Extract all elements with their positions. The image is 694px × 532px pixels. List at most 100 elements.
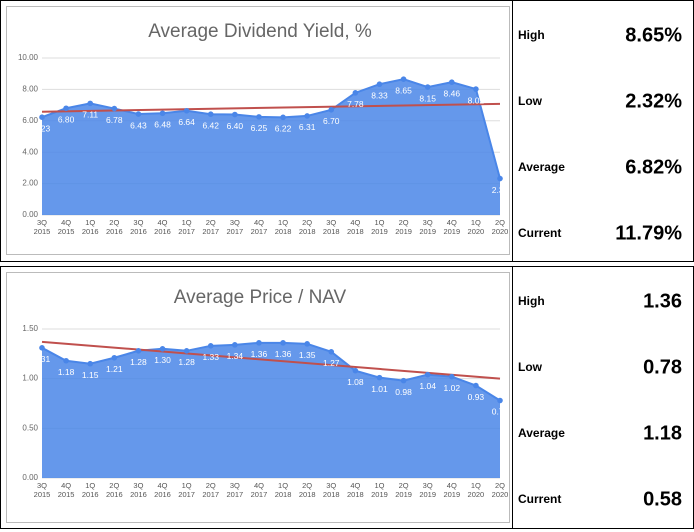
x-tick-label: 3Q (37, 218, 47, 227)
x-tick-label: 3Q (326, 218, 336, 227)
point (111, 354, 118, 361)
point (39, 345, 45, 351)
x-tick-label: 2019 (419, 227, 436, 236)
stat-label: Average (518, 426, 565, 440)
point (39, 114, 45, 120)
stat-label: Low (518, 360, 543, 374)
stat-value: 0.78 (643, 356, 682, 378)
y-tick-label: 0.50 (22, 423, 38, 432)
value-label: 8.33 (371, 90, 388, 100)
x-tick-label: 1Q (374, 218, 384, 227)
point (159, 110, 166, 117)
x-tick-label: 2016 (154, 227, 171, 236)
point (400, 76, 407, 82)
value-label: 7.78 (347, 99, 364, 109)
x-tick-label: 2Q (495, 481, 505, 490)
x-tick-label: 2Q (206, 481, 216, 490)
x-tick-label: 2020 (492, 490, 509, 499)
x-tick-label: 3Q (37, 481, 47, 490)
point (256, 114, 262, 120)
x-tick-label: 3Q (133, 481, 143, 490)
stat-value: 6.82% (625, 156, 682, 178)
value-label: 1.28 (130, 357, 147, 367)
x-tick-label: 2018 (323, 490, 340, 499)
y-tick-label: 2.00 (22, 179, 38, 188)
x-tick-label: 4Q (350, 481, 360, 490)
stat-label: Low (518, 94, 543, 108)
point (207, 111, 214, 118)
value-label: 0.78 (492, 407, 509, 417)
value-label: 1.21 (106, 364, 123, 374)
x-tick-label: 1Q (471, 218, 481, 227)
value-label: 8.15 (419, 93, 436, 103)
value-label: 1.34 (227, 351, 244, 361)
x-tick-label: 2018 (299, 490, 316, 499)
value-label: 6.43 (130, 120, 147, 130)
point (400, 377, 407, 384)
stat-value: 1.18 (643, 422, 682, 444)
stat-label: Current (518, 226, 561, 240)
x-tick-label: 4Q (61, 218, 71, 227)
point (448, 79, 455, 85)
value-label: 6.22 (275, 124, 292, 134)
point (135, 348, 142, 354)
value-label: 6.64 (178, 117, 195, 127)
value-label: 1.15 (82, 370, 99, 380)
x-tick-label: 1Q (182, 218, 192, 227)
value-label: 6.42 (202, 120, 219, 130)
x-tick-label: 1Q (471, 481, 481, 490)
x-tick-label: 3Q (423, 481, 433, 490)
x-tick-label: 1Q (182, 481, 192, 490)
point (304, 113, 310, 119)
point (256, 340, 262, 346)
x-tick-label: 4Q (254, 481, 264, 490)
x-tick-label: 2019 (395, 227, 412, 236)
x-tick-label: 1Q (85, 218, 95, 227)
area (42, 342, 500, 478)
x-tick-label: 4Q (350, 218, 360, 227)
x-tick-label: 1Q (85, 481, 95, 490)
chart-frame (6, 6, 510, 255)
value-label: 6.31 (299, 122, 316, 132)
point (328, 348, 335, 355)
value-label: 8.02 (468, 95, 485, 105)
point (87, 100, 94, 107)
x-tick-label: 2016 (154, 490, 171, 499)
point (497, 397, 503, 404)
point (63, 357, 69, 364)
value-label: 1.27 (323, 358, 340, 368)
value-label: 2.32 (492, 185, 509, 195)
x-tick-label: 2018 (275, 490, 292, 499)
x-tick-label: 2019 (443, 227, 460, 236)
x-tick-label: 4Q (158, 481, 168, 490)
point (473, 86, 479, 92)
value-label: 1.28 (178, 357, 195, 367)
x-tick-label: 2016 (82, 490, 99, 499)
x-tick-label: 2019 (419, 490, 436, 499)
x-tick-label: 2016 (106, 227, 123, 236)
value-label: 6.78 (106, 115, 123, 125)
stat-label: High (518, 294, 545, 308)
point (376, 374, 383, 381)
x-tick-label: 2Q (109, 218, 119, 227)
value-label: 1.08 (347, 377, 364, 387)
y-tick-label: 0.00 (22, 210, 38, 219)
x-tick-label: 3Q (230, 481, 240, 490)
y-tick-label: 8.00 (22, 85, 38, 94)
x-tick-label: 2019 (395, 490, 412, 499)
x-tick-label: 2018 (323, 227, 340, 236)
x-tick-label: 2015 (58, 227, 75, 236)
point (111, 105, 118, 112)
x-tick-label: 3Q (133, 218, 143, 227)
x-tick-label: 4Q (447, 481, 457, 490)
x-tick-label: 2017 (178, 227, 195, 236)
point (232, 111, 238, 118)
value-label: 6.23 (34, 123, 51, 133)
point (280, 340, 286, 346)
stat-label: Current (518, 492, 561, 506)
x-tick-label: 2018 (347, 490, 364, 499)
x-tick-label: 2020 (492, 227, 509, 236)
chart-title: Average Dividend Yield, % (148, 21, 372, 42)
x-tick-label: 2017 (226, 227, 243, 236)
x-tick-label: 2015 (58, 490, 75, 499)
